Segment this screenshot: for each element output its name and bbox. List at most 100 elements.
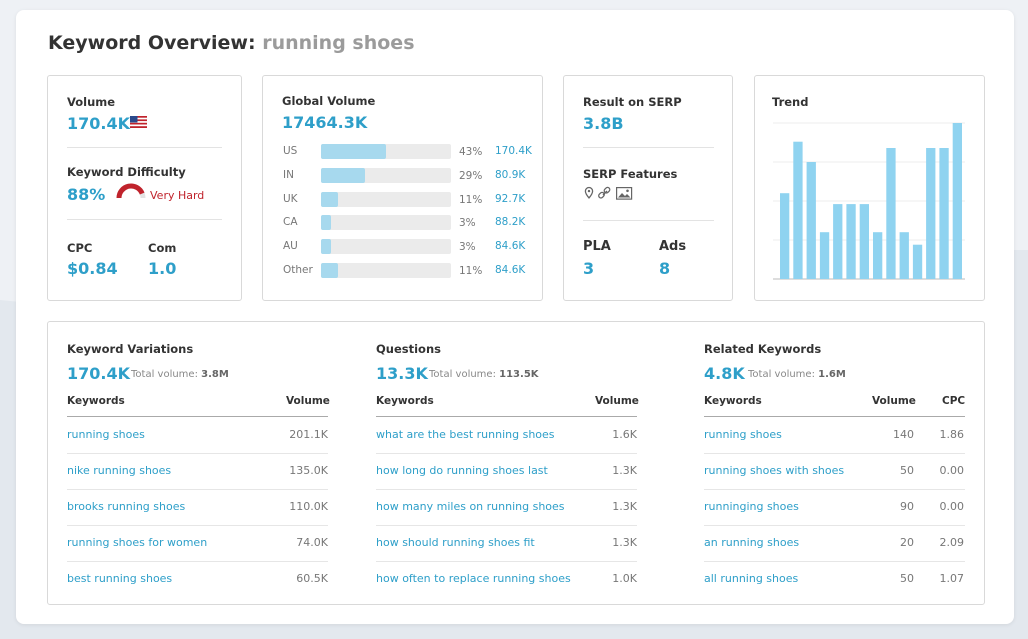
total-label: Total volume: xyxy=(131,369,198,380)
country-percent: 3% xyxy=(459,241,476,254)
trend-bar[interactable] xyxy=(780,193,790,279)
table-row-divider xyxy=(704,489,965,490)
country-volume-link[interactable]: 170.4K xyxy=(495,145,532,157)
page-title: Keyword Overview: running shoes xyxy=(48,32,415,54)
country-volume-row: CA 3% 88.2K xyxy=(283,215,533,231)
trend-bar[interactable] xyxy=(846,204,856,279)
keyword-link[interactable]: how often to replace running shoes xyxy=(376,572,571,585)
country-code: AU xyxy=(283,240,298,253)
keyword-link[interactable]: how many miles on running shoes xyxy=(376,500,565,513)
country-volume-row: IN 29% 80.9K xyxy=(283,167,533,184)
trend-bar[interactable] xyxy=(926,148,936,279)
keyword-link[interactable]: runninging shoes xyxy=(704,500,799,513)
title-label: Keyword Overview: xyxy=(48,32,256,54)
volume-cell: 1.6K xyxy=(612,428,637,441)
total-value: 3.8M xyxy=(201,369,229,380)
table-row-divider xyxy=(376,453,637,454)
trend-bar[interactable] xyxy=(819,232,830,279)
volume-share-fill xyxy=(321,191,338,207)
country-volume-link[interactable]: 88.2K xyxy=(495,216,526,229)
table-row-divider xyxy=(376,489,637,490)
volume-cell: 110.0K xyxy=(289,500,328,513)
volume-share-fill xyxy=(321,239,331,255)
country-volume-row: US 43% 170.4K xyxy=(283,144,533,160)
cpc-cell: 1.07 xyxy=(939,572,965,585)
keyword-link[interactable]: how should running shoes fit xyxy=(376,536,535,549)
volume-cell: 50 xyxy=(900,572,914,585)
trend-bar[interactable] xyxy=(873,232,883,279)
country-percent: 11% xyxy=(459,265,483,277)
table-row-divider xyxy=(704,561,965,562)
variations-title: Keyword Variations xyxy=(67,342,194,356)
link-icon xyxy=(598,186,611,199)
total-value: 113.5K xyxy=(499,369,539,380)
keyword-link[interactable]: best running shoes xyxy=(67,572,173,585)
col-keywords: Keywords xyxy=(704,395,762,407)
country-volume-link[interactable]: 80.9K xyxy=(495,168,526,181)
keyword-link[interactable]: an running shoes xyxy=(704,536,800,549)
volume-label: Volume xyxy=(67,95,116,109)
variations-value: 170.4K xyxy=(67,364,131,383)
keyword-link[interactable]: running shoes xyxy=(704,428,782,441)
keyword-link[interactable]: running shoes xyxy=(67,428,145,441)
col-keywords: Keywords xyxy=(376,395,434,407)
related-value: 4.8K xyxy=(704,364,745,383)
volume-cell: 1.3K xyxy=(612,536,637,549)
trend-bar[interactable] xyxy=(952,123,962,279)
keyword-overview-card: Keyword Overview: running shoes Volume 1… xyxy=(16,10,1014,624)
keyword-link[interactable]: brooks running shoes xyxy=(67,500,186,513)
table-row-divider xyxy=(67,525,328,526)
trend-bar[interactable] xyxy=(939,148,949,279)
volume-cell: 1.0K xyxy=(612,572,637,585)
global-volume-panel: Global Volume 17464.3K US 43% 170.4K IN 29% 8… xyxy=(262,75,543,301)
total-label: Total volume: xyxy=(748,369,815,380)
keyword-link[interactable]: how long do running shoes last xyxy=(376,464,548,477)
trend-bar[interactable] xyxy=(912,244,923,279)
country-code: CA xyxy=(283,216,298,229)
global-volume-value: 17464.3K xyxy=(282,113,368,132)
trend-bar[interactable] xyxy=(859,204,869,279)
col-volume: Volume xyxy=(595,395,639,407)
volume-share-fill xyxy=(321,215,331,231)
us-flag-icon xyxy=(130,116,147,128)
trend-bar[interactable] xyxy=(886,148,896,279)
trend-bar[interactable] xyxy=(833,204,843,279)
trend-chart xyxy=(773,122,965,280)
location-pin-icon xyxy=(584,186,594,199)
col-cpc: CPC xyxy=(942,395,966,407)
country-volume-row: Other 11% 84.6K xyxy=(283,263,533,279)
volume-cell: 60.5K xyxy=(296,572,328,585)
questions-title: Questions xyxy=(376,342,441,356)
difficulty-gauge-fill xyxy=(116,183,145,199)
cpc-cell: 0.00 xyxy=(939,464,965,477)
table-row-divider xyxy=(67,453,328,454)
volume-cell: 1.3K xyxy=(612,500,637,513)
keyword-link[interactable]: what are the best running shoes xyxy=(376,428,555,441)
country-percent: 43% xyxy=(459,146,483,158)
keyword-link[interactable]: all running shoes xyxy=(704,572,799,585)
keyword-link[interactable]: nike running shoes xyxy=(67,464,172,477)
country-volume-link[interactable]: 84.6K xyxy=(495,264,526,276)
related-title: Related Keywords xyxy=(704,342,822,356)
serp-features-label: SERP Features xyxy=(583,167,678,181)
table-header-line xyxy=(704,416,965,417)
volume-cell: 1.3K xyxy=(612,464,637,477)
questions-total: Total volume: 113.5K xyxy=(429,369,539,380)
trend-panel: Trend xyxy=(754,75,985,301)
cpc-cell: 0.00 xyxy=(939,500,965,513)
divider xyxy=(583,220,714,221)
table-row-divider xyxy=(67,489,328,490)
col-volume: Volume xyxy=(872,395,916,407)
volume-cell: 201.1K xyxy=(289,428,328,441)
keyword-link[interactable]: running shoes with shoes xyxy=(704,464,845,477)
kd-value: 88% xyxy=(67,185,106,204)
cpc-cell: 2.09 xyxy=(939,536,965,549)
country-percent: 29% xyxy=(459,169,483,182)
trend-bar[interactable] xyxy=(899,232,909,279)
cpc-label: CPC xyxy=(67,241,93,255)
trend-bar[interactable] xyxy=(793,141,803,279)
trend-bar[interactable] xyxy=(806,162,816,279)
country-volume-link[interactable]: 92.7K xyxy=(495,192,526,205)
country-volume-link[interactable]: 84.6K xyxy=(495,240,526,253)
keyword-link[interactable]: running shoes for women xyxy=(67,536,208,549)
